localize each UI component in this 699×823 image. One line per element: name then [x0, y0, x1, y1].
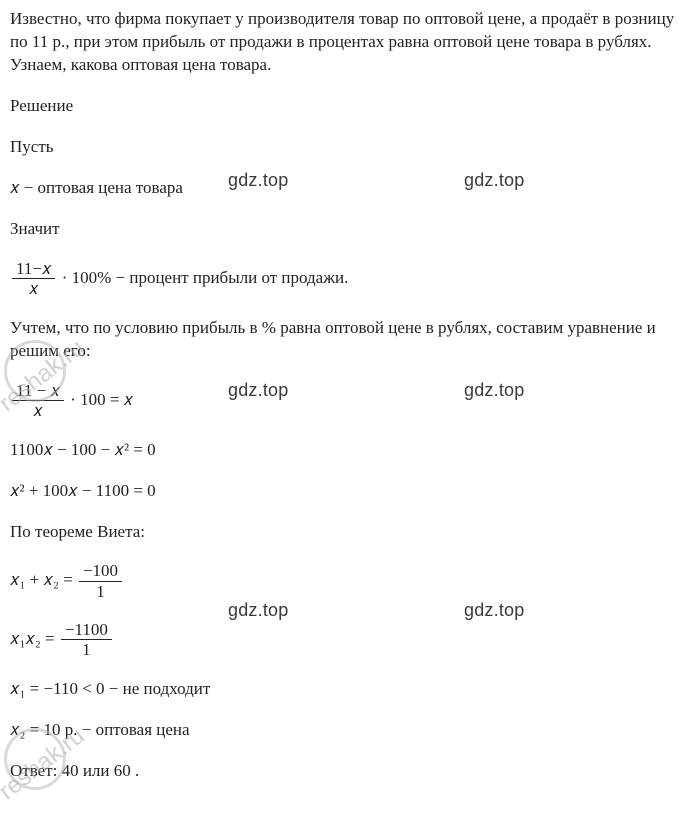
- vieta-product: 𝑥₁𝑥₂ = −1100 1: [10, 620, 689, 660]
- root-1: 𝑥₁ = −110 < 0 − не подходит: [10, 678, 689, 701]
- profit-tail: · 100% − процент прибыли от продажи.: [57, 268, 348, 287]
- sum-lhs: 𝑥₁ + 𝑥₂ =: [10, 570, 77, 589]
- condition-text: Учтем, что по условию прибыль в % равна …: [10, 317, 689, 363]
- vieta-label: По теореме Виета:: [10, 521, 689, 544]
- eq1-fraction: 11 − 𝑥 𝑥: [12, 381, 64, 421]
- sum-num: −100: [79, 561, 122, 582]
- answer: Ответ: 40 или 60 .: [10, 760, 689, 783]
- equation-2: 1100𝑥 − 100 − 𝑥² = 0: [10, 439, 689, 462]
- equation-3: 𝑥² + 100𝑥 − 1100 = 0: [10, 480, 689, 503]
- prod-fraction: −1100 1: [61, 620, 112, 660]
- prod-lhs: 𝑥₁𝑥₂ =: [10, 628, 59, 647]
- hence-label: Значит: [10, 218, 689, 241]
- root-2: 𝑥₂ = 10 р. − оптовая цена: [10, 719, 689, 742]
- profit-frac-num: 11−𝑥: [12, 259, 55, 280]
- eq1-frac-num: 11 − 𝑥: [12, 381, 64, 402]
- let-label: Пусть: [10, 136, 689, 159]
- prod-num: −1100: [61, 620, 112, 641]
- profit-expression: 11−𝑥 𝑥 · 100% − процент прибыли от прода…: [10, 259, 689, 299]
- sum-fraction: −100 1: [79, 561, 122, 601]
- solution-label: Решение: [10, 95, 689, 118]
- problem-statement: Известно, что фирма покупает у производи…: [10, 8, 689, 77]
- eq1-frac-den: 𝑥: [12, 401, 64, 421]
- sum-den: 1: [79, 582, 122, 602]
- eq1-tail: · 100 = 𝑥: [66, 389, 133, 408]
- prod-den: 1: [61, 640, 112, 660]
- equation-1: 11 − 𝑥 𝑥 · 100 = 𝑥: [10, 381, 689, 421]
- variable-definition: 𝑥 − оптовая цена товара: [10, 177, 689, 200]
- vieta-sum: 𝑥₁ + 𝑥₂ = −100 1: [10, 561, 689, 601]
- profit-fraction: 11−𝑥 𝑥: [12, 259, 55, 299]
- profit-frac-den: 𝑥: [12, 279, 55, 299]
- document-body: Известно, что фирма покупает у производи…: [0, 0, 699, 808]
